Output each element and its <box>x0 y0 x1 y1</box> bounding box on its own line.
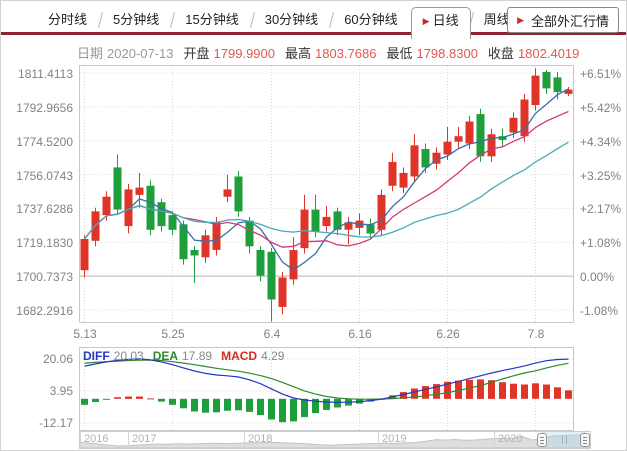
y-axis-price-label: 1719.1830 <box>16 236 73 250</box>
info-open-value: 1799.9900 <box>213 46 275 61</box>
year-label-2019: 2019 <box>378 432 406 448</box>
info-open-label: 开盘 <box>183 46 210 61</box>
y-axis-price-label: 1737.6286 <box>16 202 73 216</box>
tabbar-underline <box>1 32 626 35</box>
info-close-value: 1802.4019 <box>517 46 580 61</box>
y-axis-percent-label: +3.25% <box>580 169 622 183</box>
macd-label: MACD <box>221 349 258 363</box>
y-axis-percent-label: 0.00% <box>580 270 615 284</box>
info-date-value: 2020-07-13 <box>107 46 174 61</box>
all-forex-quotes-button[interactable]: ▶ 全部外汇行情 <box>507 7 619 33</box>
macd-axis-label: 3.95 <box>49 384 73 398</box>
window-grip-bar <box>561 436 563 444</box>
tab-label: 周线 <box>483 12 510 27</box>
y-axis-price-label: 1682.2916 <box>16 304 73 318</box>
y-axis-percent-label: +5.42% <box>580 101 622 115</box>
diff-label: DIFF <box>83 349 110 363</box>
y-axis-percent-label: +2.17% <box>580 202 622 216</box>
macd-axis-label: -12.17 <box>38 416 73 430</box>
tab-label: 分时线 <box>48 12 88 27</box>
tab-label: 30分钟线 <box>264 12 319 27</box>
tab-label: 日线 <box>432 13 459 28</box>
y-axis-percent-label: -1.08% <box>580 304 619 318</box>
y-axis-percent-label: +6.51% <box>580 67 622 81</box>
info-high-value: 1803.7686 <box>315 46 377 61</box>
dea-value: 17.89 <box>182 349 213 363</box>
year-label-2016: 2016 <box>80 432 108 448</box>
y-axis-price-label: 1792.9656 <box>16 101 73 115</box>
macd-panel[interactable] <box>79 347 574 431</box>
y-axis-percent-label: +4.34% <box>580 135 622 149</box>
tab-60min[interactable]: 60分钟线 <box>331 7 410 33</box>
history-area-chart <box>80 433 590 448</box>
year-label-2020: 2020 <box>494 432 522 448</box>
tab-label: 60分钟线 <box>344 12 398 27</box>
tab-weekly[interactable]: 周线 <box>471 7 523 33</box>
diff-value: 20.03 <box>113 349 144 363</box>
year-label-2017: 2017 <box>128 432 156 448</box>
tab-5min[interactable]: 5分钟线 <box>100 7 172 33</box>
y-axis-price-label: 1774.5200 <box>16 135 73 149</box>
timeline-navigator[interactable]: 2016 2017 2018 2019 2020 <box>79 431 591 449</box>
macd-axis-label: 20.06 <box>42 352 73 366</box>
info-low-label: 最低 <box>386 46 413 61</box>
x-axis-date-label: 5.25 <box>161 327 185 341</box>
tab-label: 15分钟线 <box>185 12 239 27</box>
macd-indicator-readout: DIFF 20.03 DEA 17.89 MACD 4.29 <box>83 349 293 363</box>
tab-daily[interactable]: ▶ 日线 <box>410 7 471 39</box>
x-axis-date-label: 6.16 <box>348 327 372 341</box>
info-close-label: 收盘 <box>487 46 514 61</box>
tab-30min[interactable]: 30分钟线 <box>252 7 331 33</box>
y-axis-percent-label: +1.08% <box>580 236 622 250</box>
tab-label: 5分钟线 <box>113 12 160 27</box>
navigator-selected-window[interactable] <box>542 432 585 448</box>
x-axis-date-label: 6.4 <box>263 327 281 341</box>
play-arrow-icon: ▶ <box>517 14 524 25</box>
selected-tab-arrow-icon: ▶ <box>422 16 430 26</box>
dea-label: DEA <box>152 349 179 363</box>
x-axis-date-label: 7.8 <box>527 327 545 341</box>
year-label-2018: 2018 <box>244 432 272 448</box>
y-axis-price-label: 1700.7373 <box>16 270 73 284</box>
tab-15min[interactable]: 15分钟线 <box>172 7 251 33</box>
navigator-left-handle[interactable] <box>537 433 547 447</box>
x-axis-date-label: 5.13 <box>73 327 97 341</box>
info-date-label: 日期 <box>77 46 104 61</box>
info-high-label: 最高 <box>284 46 311 61</box>
y-axis-price-label: 1811.4113 <box>18 67 73 81</box>
quote-info-bar: 日期 2020-07-13 开盘 1799.9900 最高 1803.7686 最低 1798… <box>77 43 589 62</box>
macd-value: 4.29 <box>261 349 285 363</box>
all-forex-quotes-label: 全部外汇行情 <box>530 13 609 29</box>
tab-timeshare[interactable]: 分时线 <box>35 7 100 33</box>
x-axis-date-label: 6.26 <box>436 327 460 341</box>
info-low-value: 1798.8300 <box>416 46 478 61</box>
y-axis-price-label: 1756.0743 <box>16 169 73 183</box>
grip-icon <box>540 437 544 438</box>
candlestick-chart[interactable] <box>79 65 574 323</box>
navigator-right-handle[interactable] <box>580 433 590 447</box>
grip-icon <box>583 437 587 438</box>
window-grip-bar <box>565 436 567 444</box>
